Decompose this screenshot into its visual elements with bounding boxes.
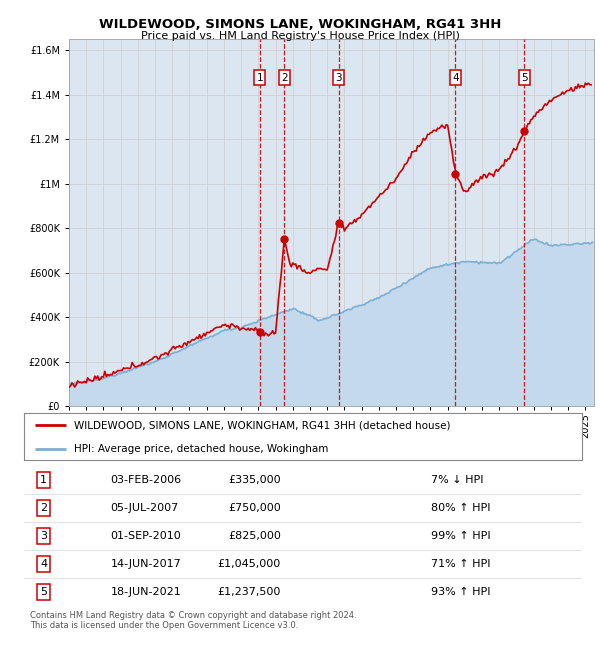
Text: £1,045,000: £1,045,000: [217, 559, 281, 569]
Text: 1: 1: [257, 73, 263, 83]
Text: 03-FEB-2006: 03-FEB-2006: [110, 475, 182, 485]
Text: £825,000: £825,000: [228, 531, 281, 541]
Text: 1: 1: [40, 475, 47, 485]
Text: 05-JUL-2007: 05-JUL-2007: [110, 503, 179, 513]
Text: 5: 5: [40, 587, 47, 597]
Text: 80% ↑ HPI: 80% ↑ HPI: [431, 503, 491, 513]
Text: Contains HM Land Registry data © Crown copyright and database right 2024.: Contains HM Land Registry data © Crown c…: [30, 611, 356, 620]
Text: 7% ↓ HPI: 7% ↓ HPI: [431, 475, 484, 485]
Text: 71% ↑ HPI: 71% ↑ HPI: [431, 559, 491, 569]
Text: WILDEWOOD, SIMONS LANE, WOKINGHAM, RG41 3HH (detached house): WILDEWOOD, SIMONS LANE, WOKINGHAM, RG41 …: [74, 420, 451, 430]
Text: £335,000: £335,000: [228, 475, 281, 485]
Text: £750,000: £750,000: [228, 503, 281, 513]
Text: Price paid vs. HM Land Registry's House Price Index (HPI): Price paid vs. HM Land Registry's House …: [140, 31, 460, 41]
Text: 93% ↑ HPI: 93% ↑ HPI: [431, 587, 491, 597]
Text: 99% ↑ HPI: 99% ↑ HPI: [431, 531, 491, 541]
Text: 4: 4: [452, 73, 459, 83]
Text: 3: 3: [40, 531, 47, 541]
Text: 3: 3: [335, 73, 342, 83]
Text: WILDEWOOD, SIMONS LANE, WOKINGHAM, RG41 3HH: WILDEWOOD, SIMONS LANE, WOKINGHAM, RG41 …: [99, 18, 501, 31]
Text: 18-JUN-2021: 18-JUN-2021: [110, 587, 181, 597]
Text: 14-JUN-2017: 14-JUN-2017: [110, 559, 181, 569]
Text: £1,237,500: £1,237,500: [217, 587, 281, 597]
Text: 2: 2: [281, 73, 287, 83]
Text: This data is licensed under the Open Government Licence v3.0.: This data is licensed under the Open Gov…: [30, 621, 298, 630]
Text: 4: 4: [40, 559, 47, 569]
Text: 01-SEP-2010: 01-SEP-2010: [110, 531, 181, 541]
Text: 5: 5: [521, 73, 528, 83]
Text: 2: 2: [40, 503, 47, 513]
Text: HPI: Average price, detached house, Wokingham: HPI: Average price, detached house, Woki…: [74, 443, 329, 454]
